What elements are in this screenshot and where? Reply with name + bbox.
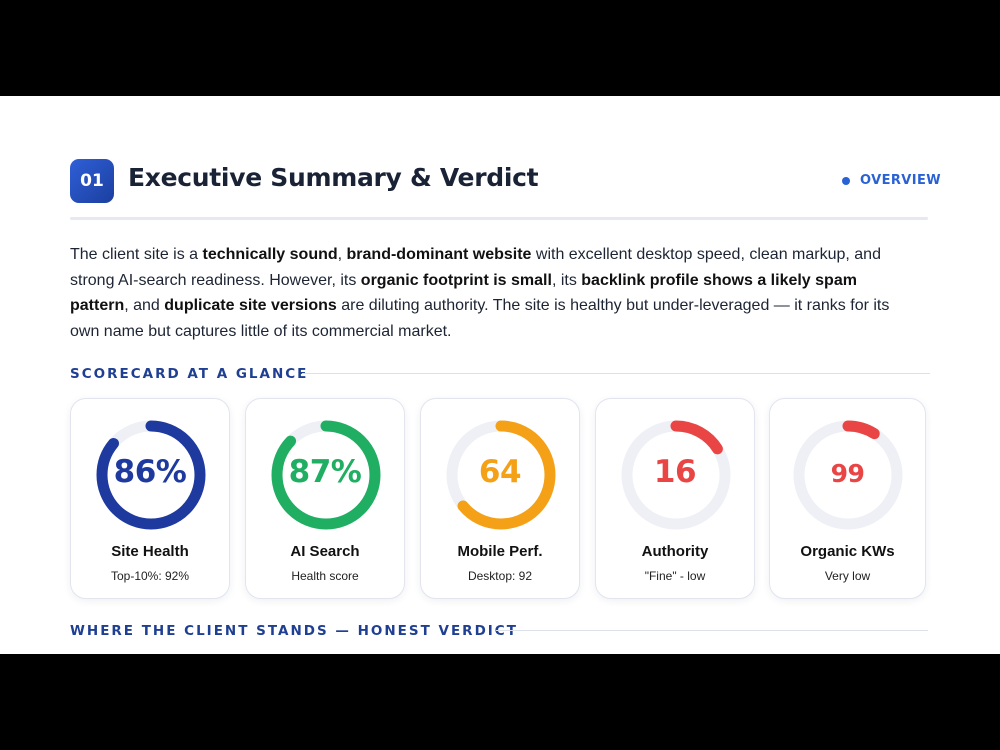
overview-label: OVERVIEW bbox=[860, 173, 941, 188]
ai-search-ring bbox=[271, 420, 381, 530]
summary-text: The client site is a bbox=[70, 246, 203, 263]
overview-tag: OVERVIEW bbox=[842, 173, 941, 188]
section-number-badge: 01 bbox=[70, 159, 114, 203]
summary-emphasis: organic footprint is small bbox=[360, 271, 552, 289]
metric-value: 87% bbox=[288, 454, 362, 490]
summary-emphasis: brand-dominant website bbox=[346, 246, 532, 263]
verdict-heading-line bbox=[496, 630, 928, 631]
metric-label: Authority bbox=[641, 543, 709, 560]
scorecard-card-organic-kws: 99 Organic KWs Very low bbox=[769, 398, 926, 599]
overview-dot-icon bbox=[842, 176, 850, 185]
metric-sub: "Fine" - low bbox=[644, 569, 706, 583]
site-health-ring bbox=[96, 420, 206, 530]
authority-ring bbox=[621, 420, 731, 530]
scorecard-card-mobile-perf: 64 Mobile Perf. Desktop: 92 bbox=[420, 398, 580, 599]
summary-text: , and bbox=[124, 297, 165, 314]
scorecard-card-authority: 16 Authority "Fine" - low bbox=[595, 398, 755, 599]
summary-paragraph: The client site is a technically sound , … bbox=[70, 242, 900, 344]
title-divider bbox=[70, 217, 928, 220]
summary-emphasis: technically sound bbox=[202, 246, 338, 263]
scorecard-heading-line bbox=[302, 373, 930, 374]
verdict-heading: WHERE THE CLIENT STANDS — HONEST VERDICT bbox=[70, 623, 518, 639]
metric-label: Mobile Perf. bbox=[457, 543, 543, 560]
metric-value: 99 bbox=[830, 459, 865, 488]
ring-progress bbox=[271, 420, 381, 530]
summary-text: with excellent desktop speed, clean mark… bbox=[70, 246, 881, 289]
scorecard-card-site-health: 86% Site Health Top-10%: 92% bbox=[70, 398, 230, 599]
scorecard-heading: SCORECARD AT A GLANCE bbox=[70, 366, 309, 382]
metric-sub: Desktop: 92 bbox=[467, 569, 533, 583]
summary-text: are diluting authority. The site is heal… bbox=[70, 297, 890, 340]
metric-sub: Health score bbox=[291, 569, 359, 583]
scorecard-card-ai-search: 87% AI Search Health score bbox=[245, 398, 405, 599]
metric-sub: Very low bbox=[824, 569, 871, 583]
metric-value: 86% bbox=[113, 454, 187, 490]
summary-text: , its bbox=[551, 271, 582, 289]
summary-text: , bbox=[337, 246, 347, 263]
metric-label: Organic KWs bbox=[800, 543, 895, 560]
metric-value: 16 bbox=[653, 454, 697, 490]
metric-value: 64 bbox=[478, 454, 522, 490]
metric-sub: Top-10%: 92% bbox=[110, 569, 190, 583]
section-number: 01 bbox=[80, 171, 104, 191]
slide: 01 Executive Summary & Verdict OVERVIEW … bbox=[0, 96, 1000, 654]
ring-progress bbox=[621, 420, 731, 530]
ring-progress bbox=[96, 420, 206, 530]
ring-progress bbox=[446, 420, 556, 530]
mobile-perf-ring bbox=[446, 420, 556, 530]
metric-label: Site Health bbox=[111, 543, 189, 560]
ring-progress bbox=[793, 420, 903, 530]
organic-kws-ring bbox=[793, 420, 903, 530]
page-title: Executive Summary & Verdict bbox=[128, 163, 539, 192]
metric-label: AI Search bbox=[290, 543, 360, 560]
summary-emphasis: backlink profile shows a likely spam pat… bbox=[70, 271, 857, 315]
summary-emphasis: duplicate site versions bbox=[164, 297, 337, 314]
